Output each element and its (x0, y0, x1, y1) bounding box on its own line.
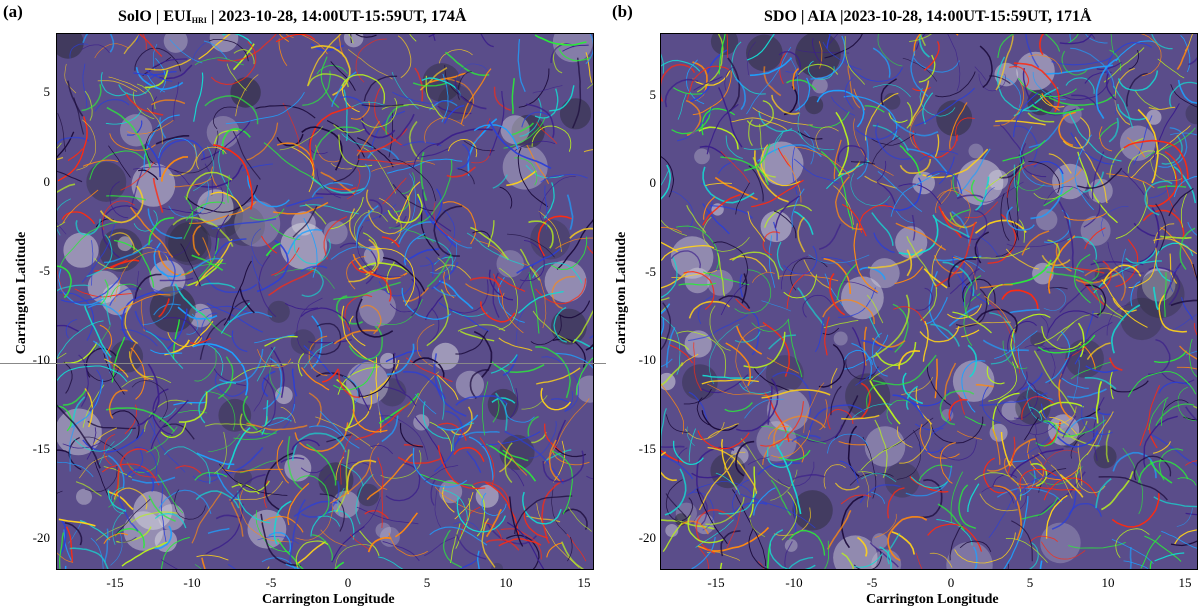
panel-b: (b) SDO | AIA |2023-10-28, 14:00UT-15:59… (604, 0, 1200, 612)
panel-b-ytick: 0 (649, 175, 657, 190)
panel-a-letter: (a) (3, 2, 23, 21)
panel-a-xtick: -15 (106, 575, 124, 590)
panel-b-ytick: 5 (649, 87, 657, 102)
panel-b-ytick: -10 (638, 352, 656, 367)
panel-a-title-prefix: SolO | EUI (118, 8, 192, 25)
panel-a-image (56, 33, 594, 570)
panel-a-ytick: -10 (32, 352, 50, 367)
panel-b-xtick: -15 (707, 575, 725, 590)
panel-b-xtick: 10 (1101, 575, 1115, 590)
panel-a-title-subscript: HRI (191, 16, 207, 25)
panel-b-image (660, 33, 1198, 570)
panel-a-streamlines (57, 34, 593, 569)
panel-b-xtick: -10 (785, 575, 803, 590)
panel-a-title-suffix: | 2023-10-28, 14:00UT-15:59UT, 174Å (206, 8, 467, 25)
panel-b-ytick: -5 (645, 264, 656, 279)
panel-b-title: SDO | AIA |2023-10-28, 14:00UT-15:59UT, … (764, 8, 1092, 25)
panel-a-ylabel: Carrington Latitude (14, 231, 29, 355)
panel-a-xtick: 0 (344, 575, 352, 590)
panel-a-reference-line (0, 363, 606, 364)
panel-a-ytick: -20 (32, 530, 50, 545)
panel-b-xtick: 0 (947, 575, 955, 590)
panel-a-ytick: 5 (43, 84, 51, 99)
panel-a-ytick: -5 (39, 263, 50, 278)
panel-a-xtick: 10 (499, 575, 513, 590)
panel-b-ytick: -15 (638, 441, 656, 456)
panel-a-xtick: -10 (183, 575, 201, 590)
panel-b-xtick: -5 (866, 575, 878, 590)
panel-b-xtick: 15 (1178, 575, 1192, 590)
panel-a: (a) SolO | EUIHRI | 2023-10-28, 14:00UT-… (0, 2, 606, 607)
panel-a-xtick: 5 (423, 575, 431, 590)
panel-a-title: SolO | EUIHRI | 2023-10-28, 14:00UT-15:5… (118, 8, 466, 26)
panel-b-ylabel: Carrington Latitude (614, 231, 629, 355)
panel-b-xlabel: Carrington Longitude (866, 592, 999, 607)
panel-a-xtick: 15 (577, 575, 591, 590)
panel-b-letter: (b) (612, 2, 633, 21)
panel-b-streamlines (661, 34, 1197, 569)
panel-a-ytick: -15 (32, 441, 50, 456)
panel-a-xlabel: Carrington Longitude (262, 592, 395, 607)
panel-a-ytick: 0 (43, 174, 51, 189)
panel-b-xtick: 5 (1026, 575, 1034, 590)
panel-a-xtick: -5 (265, 575, 277, 590)
panel-b-ytick: -20 (638, 530, 656, 545)
